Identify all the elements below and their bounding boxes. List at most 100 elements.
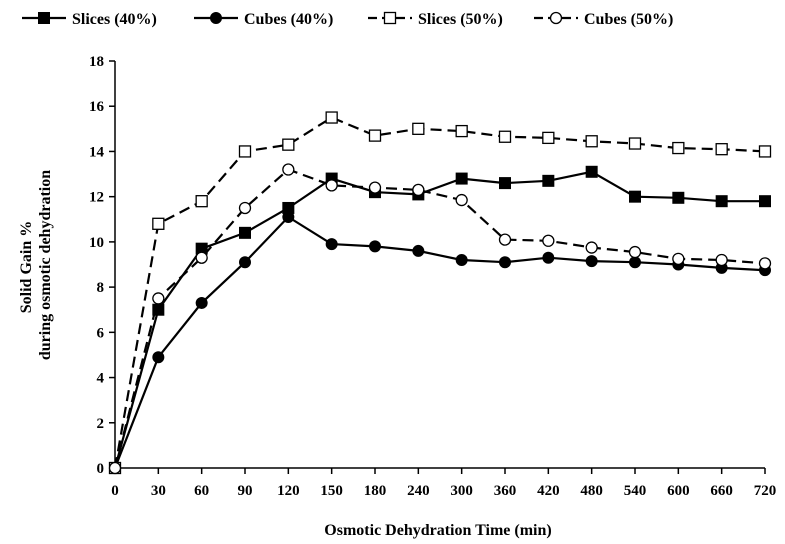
x-tick-label: 600 xyxy=(667,483,690,499)
data-point xyxy=(759,195,771,208)
series-line xyxy=(113,215,766,469)
x-tick-label: 120 xyxy=(277,483,300,499)
data-point xyxy=(672,141,685,155)
x-tick-label: 60 xyxy=(194,483,209,499)
x-axis-title: Osmotic Dehydration Time (min) xyxy=(324,522,551,539)
data-point xyxy=(672,252,685,265)
data-point xyxy=(238,201,252,215)
data-point xyxy=(195,195,208,208)
x-tick-label: 360 xyxy=(494,483,517,499)
data-point xyxy=(498,233,512,246)
y-tick-label: 8 xyxy=(97,280,105,296)
y-axis-title: Solid Gain % during osmotic dehydration xyxy=(18,170,54,360)
data-point xyxy=(412,183,425,197)
x-tick-label: 720 xyxy=(754,483,777,499)
data-point xyxy=(758,145,772,158)
data-point xyxy=(152,351,165,364)
data-point xyxy=(629,190,641,203)
legend: Slices (40%) Cubes (40%) Slices (50%) Cubes… xyxy=(22,11,673,28)
legend-label: Cubes (50%) xyxy=(584,11,673,28)
data-point xyxy=(455,124,468,138)
data-point xyxy=(325,111,338,124)
legend-marker xyxy=(210,12,222,24)
data-point xyxy=(585,165,598,178)
data-point xyxy=(369,240,381,253)
data-point xyxy=(325,238,338,251)
x-tick-label: 90 xyxy=(238,483,253,499)
data-point xyxy=(629,256,641,269)
x-tick-label: 480 xyxy=(580,483,603,499)
legend-marker xyxy=(549,11,563,25)
y-tick-label: 18 xyxy=(89,54,104,70)
data-point xyxy=(152,292,165,305)
x-tick-label: 0 xyxy=(111,483,119,499)
series-line xyxy=(113,170,765,469)
data-point xyxy=(672,191,685,204)
y-tick-label: 10 xyxy=(89,235,104,251)
data-point xyxy=(499,177,511,190)
data-point xyxy=(282,138,295,151)
y-axis-title-line-1: Solid Gain % xyxy=(18,221,35,313)
y-tick-label: 2 xyxy=(97,416,105,432)
x-tick-label: 150 xyxy=(320,483,343,499)
legend-label: Slices (50%) xyxy=(418,11,503,28)
data-point xyxy=(498,130,512,143)
legend-label: Cubes (40%) xyxy=(244,11,333,28)
data-point xyxy=(108,461,122,475)
data-point xyxy=(455,253,468,266)
x-tick-label: 420 xyxy=(537,483,560,499)
data-point xyxy=(715,143,728,156)
data-point xyxy=(368,129,382,142)
data-point xyxy=(542,174,555,187)
series-4 xyxy=(108,163,772,475)
legend-label: Slices (40%) xyxy=(72,11,157,28)
x-tick-label: 240 xyxy=(407,483,430,499)
x-tick-label: 660 xyxy=(710,483,733,499)
data-point xyxy=(585,255,598,268)
data-point xyxy=(282,211,295,224)
x-tick-label: 30 xyxy=(151,483,166,499)
y-tick-label: 14 xyxy=(89,144,105,160)
data-point xyxy=(542,251,555,264)
data-point xyxy=(239,226,251,239)
series-line xyxy=(113,116,766,469)
legend-item-4: Cubes (50%) xyxy=(534,11,673,28)
x-tick-label: 540 xyxy=(624,483,647,499)
series-1 xyxy=(109,165,771,474)
data-point xyxy=(499,256,511,269)
data-point xyxy=(585,241,598,254)
y-tick-label: 16 xyxy=(89,99,105,115)
data-point xyxy=(195,251,208,264)
data-point xyxy=(368,181,382,194)
data-point xyxy=(585,135,598,148)
legend-marker xyxy=(383,11,397,25)
data-point xyxy=(238,145,252,158)
data-point xyxy=(628,137,642,150)
legend-item-2: Cubes (40%) xyxy=(194,11,333,28)
y-tick-label: 6 xyxy=(97,325,105,341)
y-tick-label: 0 xyxy=(97,461,105,477)
data-point xyxy=(195,296,208,309)
y-tick-label: 12 xyxy=(89,190,104,206)
series-3 xyxy=(108,111,772,475)
data-point xyxy=(542,131,555,145)
data-point xyxy=(282,163,295,176)
data-point xyxy=(412,122,425,135)
data-point xyxy=(412,244,425,257)
series-line xyxy=(113,168,766,469)
data-point xyxy=(715,195,728,208)
data-point xyxy=(239,256,251,269)
x-tick-label: 300 xyxy=(450,483,473,499)
y-axis-title-line-2: during osmotic dehydration xyxy=(37,170,54,360)
data-point xyxy=(715,253,728,267)
data-point xyxy=(152,217,165,230)
y-tick-label: 4 xyxy=(97,371,105,387)
data-point xyxy=(455,172,468,185)
legend-item-1: Slices (40%) xyxy=(22,11,157,28)
legend-marker xyxy=(38,12,50,24)
legend-item-3: Slices (50%) xyxy=(368,11,503,28)
series-layer xyxy=(108,111,772,475)
data-point xyxy=(325,179,338,192)
